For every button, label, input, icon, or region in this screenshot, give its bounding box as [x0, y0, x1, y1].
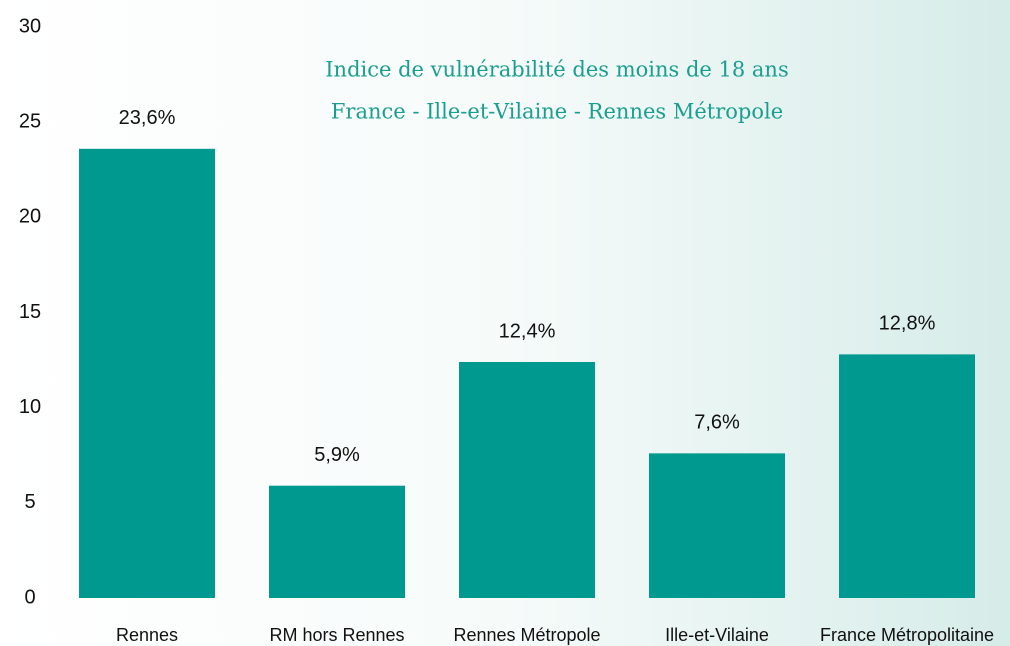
value-label: 5,9% — [314, 444, 360, 466]
x-tick-label: Rennes — [116, 625, 178, 645]
bar — [649, 453, 785, 598]
chart-subtitle: France - Ille-et-Vilaine - Rennes Métrop… — [331, 100, 783, 124]
bar — [269, 485, 405, 598]
x-tick-label: RM hors Rennes — [269, 625, 404, 645]
bar — [79, 148, 215, 598]
y-tick-label: 10 — [19, 396, 41, 418]
y-tick-label: 5 — [24, 491, 35, 513]
x-tick-label: Ille-et-Vilaine — [665, 625, 769, 645]
value-label: 7,6% — [694, 412, 740, 434]
chart-title: Indice de vulnérabilité des moins de 18 … — [325, 58, 788, 82]
y-tick-label: 25 — [19, 110, 41, 132]
bar — [459, 361, 595, 598]
y-tick-label: 0 — [24, 586, 35, 608]
bar — [839, 354, 975, 598]
value-label: 23,6% — [119, 107, 176, 129]
x-tick-label: Rennes Métropole — [453, 625, 600, 645]
value-label: 12,4% — [499, 320, 556, 342]
y-tick-label: 20 — [19, 206, 41, 228]
value-label: 12,8% — [879, 313, 936, 335]
y-tick-label: 30 — [19, 15, 41, 37]
y-tick-label: 15 — [19, 301, 41, 323]
x-tick-label: France Métropolitaine — [820, 625, 994, 645]
